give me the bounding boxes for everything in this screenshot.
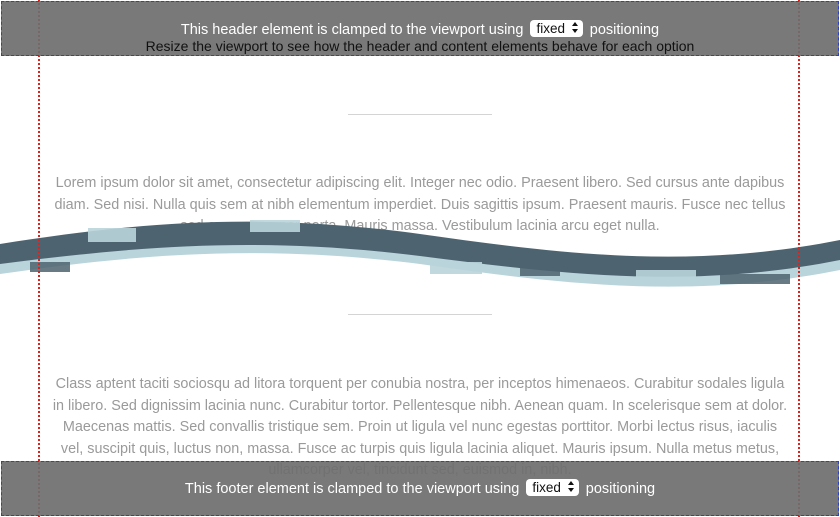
header-text-before: This header element is clamped to the vi… xyxy=(180,22,524,38)
header-description: This header element is clamped to the vi… xyxy=(2,20,838,39)
header-subtitle: Resize the viewport to see how the heade… xyxy=(145,38,695,54)
select-arrows-icon xyxy=(567,481,576,494)
footer-position-select[interactable]: fixed xyxy=(526,479,579,497)
guide-line-left xyxy=(38,0,40,517)
fixed-footer: This footer element is clamped to the vi… xyxy=(1,461,839,516)
guide-line-right xyxy=(798,0,800,517)
footer-description: This footer element is clamped to the vi… xyxy=(2,479,838,498)
footer-text-after: positioning xyxy=(585,481,656,497)
header-text-after: positioning xyxy=(589,22,660,38)
footer-select-value: fixed xyxy=(532,480,561,496)
divider-top xyxy=(348,114,492,115)
footer-text-before: This footer element is clamped to the vi… xyxy=(184,481,520,497)
select-arrows-icon xyxy=(571,22,580,35)
header-position-select[interactable]: fixed xyxy=(530,20,583,38)
wave-divider xyxy=(0,220,840,287)
fixed-header: This header element is clamped to the vi… xyxy=(1,1,839,56)
header-select-value: fixed xyxy=(536,21,565,37)
divider-bottom xyxy=(348,314,492,315)
